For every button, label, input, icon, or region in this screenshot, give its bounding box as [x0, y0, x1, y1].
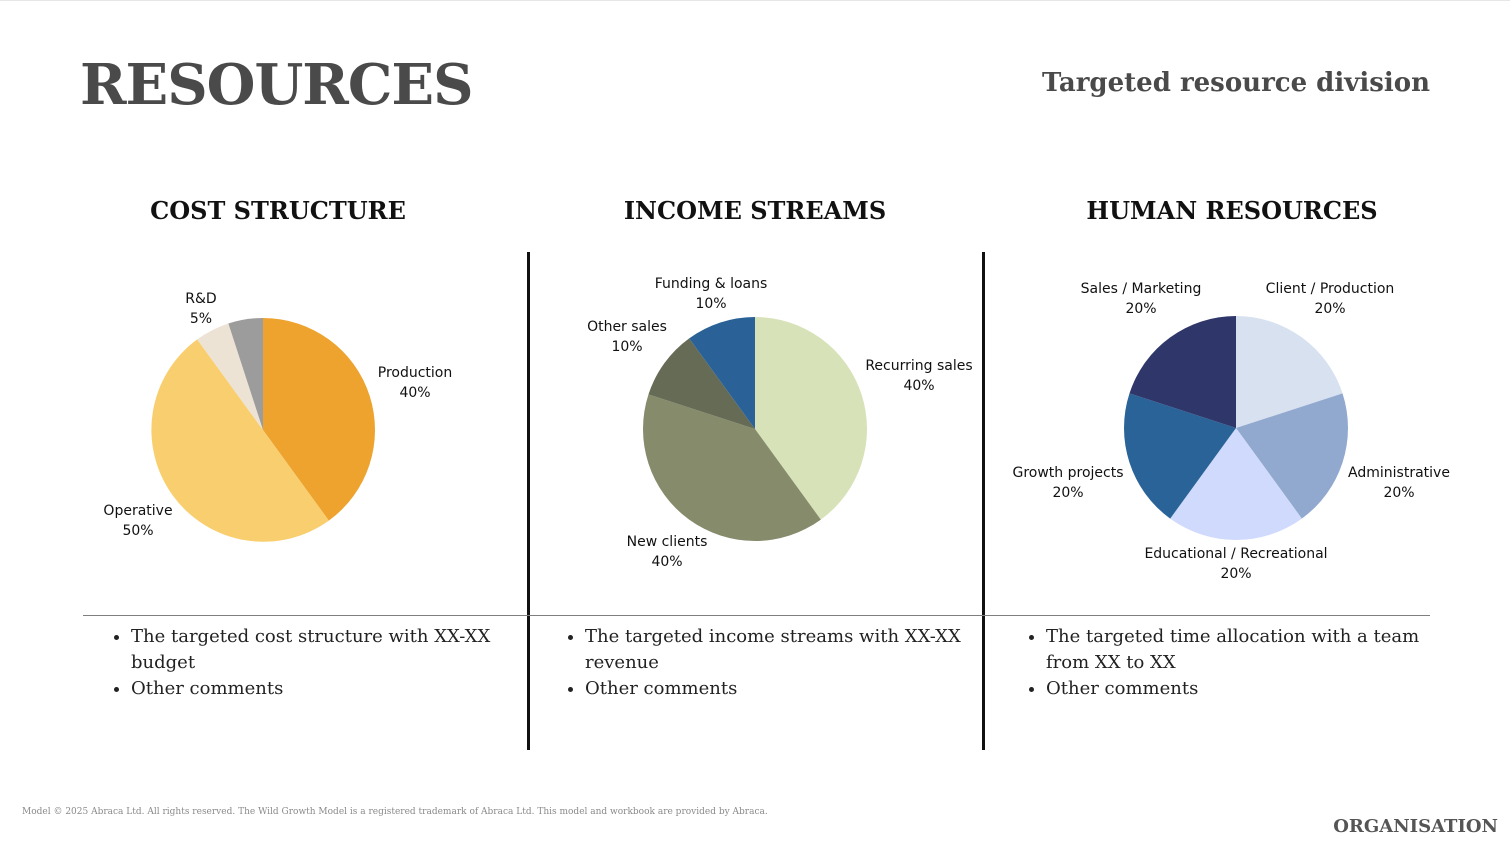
- slice-label: Client / Production 20%: [1266, 281, 1395, 317]
- pie-slice: [151, 339, 329, 542]
- horizontal-divider: [83, 615, 1430, 616]
- pie-slice: [1236, 393, 1349, 519]
- pie-slice: [1129, 316, 1236, 428]
- column-divider-right: [982, 252, 985, 750]
- slice-label: New clients 40%: [627, 534, 708, 570]
- comment-item: Other comments: [131, 676, 511, 702]
- section-brand: ORGANISATION: [1333, 816, 1498, 837]
- slice-label: Administrative 20%: [1348, 465, 1450, 501]
- income-streams-pie-chart: Recurring sales 40% New clients 40% Other sa…: [587, 276, 973, 570]
- hr-comments: The targeted time allocation with a team…: [1026, 624, 1436, 702]
- column-divider-left: [527, 252, 530, 750]
- top-border: [0, 0, 1510, 1]
- slice-label: Other sales 10%: [587, 319, 667, 355]
- cost-comments: The targeted cost structure with XX-XX b…: [111, 624, 511, 702]
- human-resources-title: HUMAN RESOURCES: [1086, 196, 1378, 225]
- pie-slice: [228, 318, 263, 430]
- pie-slice: [648, 338, 755, 429]
- slice-label: Recurring sales 40%: [865, 358, 972, 394]
- pie-slice: [755, 317, 867, 520]
- comment-item: Other comments: [585, 676, 970, 702]
- comment-item: The targeted time allocation with a team…: [1046, 624, 1436, 676]
- slice-label: Funding & loans 10%: [655, 276, 768, 312]
- pie-slice: [1123, 393, 1236, 519]
- pie-slice: [197, 323, 263, 430]
- pie-slice: [1236, 316, 1343, 428]
- slice-label: Production 40%: [378, 365, 452, 401]
- pie-slice: [642, 394, 821, 541]
- human-resources-pie-chart: Client / Production 20% Administrative 20% E…: [1012, 281, 1450, 582]
- copyright-note: Model © 2025 Abraca Ltd. All rights rese…: [22, 807, 768, 817]
- comment-item: Other comments: [1046, 676, 1436, 702]
- slice-label: Growth projects 20%: [1012, 465, 1123, 501]
- pie-slice: [689, 317, 755, 429]
- income-streams-title: INCOME STREAMS: [623, 196, 887, 225]
- comment-item: The targeted income streams with XX-XX r…: [585, 624, 970, 676]
- page-subtitle: Targeted resource division: [1042, 68, 1430, 98]
- pie-slice: [1170, 428, 1302, 540]
- page-title: RESOURCES: [80, 52, 474, 118]
- slice-label: R&D 5%: [185, 291, 216, 327]
- slice-label: Educational / Recreational 20%: [1144, 546, 1327, 582]
- comment-item: The targeted cost structure with XX-XX b…: [131, 624, 511, 676]
- income-comments: The targeted income streams with XX-XX r…: [565, 624, 970, 702]
- pie-slice: [263, 318, 375, 521]
- cost-structure-pie-chart: Production 40% Operative 50% R&D 5%: [103, 291, 452, 542]
- slice-label: Operative 50%: [103, 503, 172, 539]
- cost-structure-title: COST STRUCTURE: [150, 196, 406, 225]
- slice-label: Sales / Marketing 20%: [1081, 281, 1202, 317]
